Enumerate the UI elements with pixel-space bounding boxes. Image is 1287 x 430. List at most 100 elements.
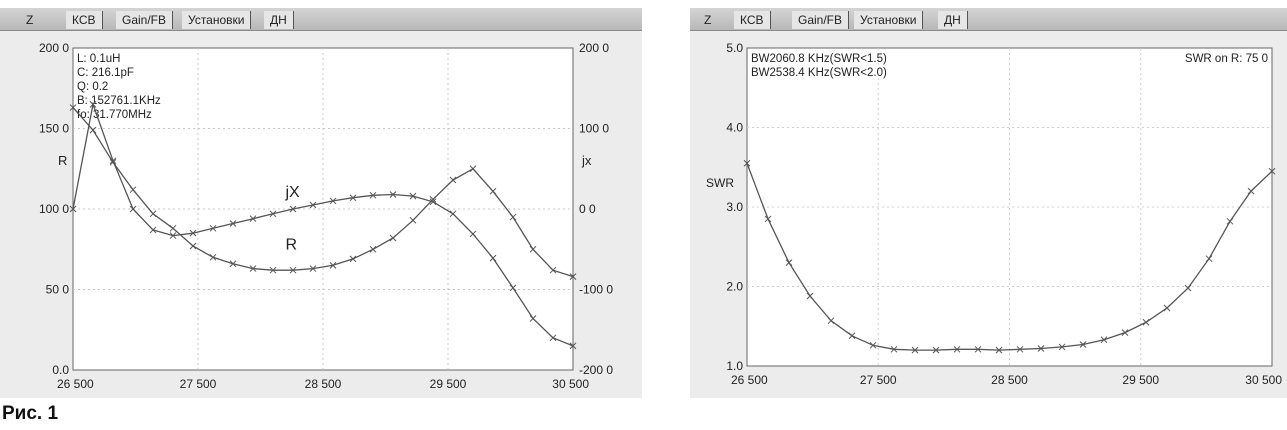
data-point-jx: [69, 205, 77, 213]
right-tab-z[interactable]: Z: [704, 13, 712, 27]
data-point-swr: [785, 259, 793, 267]
swr-reference-info: SWR on R: 75 0: [1185, 53, 1268, 65]
data-point-r: [289, 266, 297, 274]
data-point-swr: [1058, 343, 1066, 351]
data-point-swr: [974, 345, 982, 353]
y-tick-label: 1.0: [726, 359, 743, 373]
left-tab-settings[interactable]: Установки: [182, 11, 252, 29]
data-point-r: [89, 126, 97, 134]
curve-label-jx: jX: [285, 184, 301, 201]
right-tab-dn[interactable]: ДН: [938, 11, 968, 29]
left-tab-gain-fb[interactable]: Gain/FB: [116, 11, 174, 29]
data-point-r: [389, 234, 397, 242]
figure-caption: Рис. 1: [2, 403, 59, 424]
data-point-jx: [409, 192, 417, 200]
data-point-jx: [489, 254, 497, 262]
x-tick-label: 29 500: [1122, 373, 1159, 387]
data-point-r: [529, 245, 537, 253]
data-point-jx: [89, 100, 97, 108]
data-point-jx: [549, 334, 557, 342]
y-left-tick-label: 100 0: [39, 202, 69, 216]
data-point-jx: [369, 191, 377, 199]
info-line: B: 152761.1KHz: [77, 95, 161, 107]
data-point-swr: [1016, 345, 1024, 353]
data-point-r: [549, 266, 557, 274]
data-point-r: [309, 265, 317, 272]
data-point-r: [269, 266, 277, 274]
right-tab-gain-fb[interactable]: Gain/FB: [792, 11, 850, 29]
info-line: L: 0.1uH: [77, 53, 120, 65]
data-point-r: [149, 210, 157, 218]
data-point-r: [169, 224, 177, 232]
data-point-r: [129, 186, 137, 194]
data-point-swr: [911, 346, 919, 354]
y-axis-label: SWR: [706, 176, 734, 190]
curve-label-r: R: [286, 236, 298, 253]
x-tick-label: 26 500: [731, 373, 768, 387]
data-point-jx: [289, 205, 297, 213]
data-point-swr: [1184, 284, 1192, 292]
x-tick-label: 28 500: [991, 373, 1028, 387]
series-line-r: [72, 107, 574, 278]
data-point-swr: [764, 215, 772, 223]
data-point-r: [409, 216, 417, 224]
y-right-tick-label: 200 0: [579, 41, 609, 55]
data-point-swr: [1247, 187, 1255, 195]
data-point-r: [569, 273, 577, 280]
data-point-swr: [806, 292, 814, 300]
right-tab-ksv[interactable]: КСВ: [734, 11, 771, 29]
data-point-r: [69, 104, 77, 111]
left-tab-ksv[interactable]: КСВ: [66, 11, 103, 29]
data-point-swr: [890, 345, 898, 353]
data-point-r: [329, 261, 337, 269]
data-point-swr: [1100, 336, 1108, 344]
left-tab-z[interactable]: Z: [26, 13, 34, 27]
data-point-r: [509, 213, 517, 221]
data-point-jx: [389, 191, 397, 198]
bandwidth-info-line: BW2538.4 KHz(SWR<2.0): [751, 67, 887, 79]
y-right-tick-label: -200 0: [579, 363, 613, 377]
bandwidth-info-line: BW2060.8 KHz(SWR<1.5): [751, 53, 887, 65]
data-point-jx: [469, 230, 477, 238]
y-right-tick-label: 100 0: [579, 122, 609, 136]
left-tab-bar: Z КСВ Gain/FB Установки ДН: [0, 8, 642, 31]
data-point-jx: [509, 284, 517, 292]
data-point-swr: [1142, 318, 1150, 326]
info-line: C: 216.1pF: [77, 67, 134, 79]
x-tick-label: 28 500: [305, 377, 342, 391]
data-point-jx: [269, 210, 277, 218]
series-line-swr: [746, 163, 1273, 351]
data-point-jx: [349, 194, 357, 202]
y-tick-label: 3.0: [726, 200, 743, 214]
data-point-swr: [932, 346, 940, 354]
data-point-jx: [569, 342, 577, 350]
data-point-swr: [743, 159, 751, 167]
x-tick-label: 30 500: [552, 377, 589, 391]
data-point-swr: [1121, 329, 1129, 336]
data-point-jx: [169, 232, 177, 239]
x-tick-label: 30 500: [1245, 373, 1282, 387]
data-point-r: [209, 253, 217, 261]
x-tick-label: 26 500: [57, 377, 94, 391]
data-point-r: [489, 187, 497, 195]
data-point-r: [189, 242, 197, 250]
right-tab-bar: Z КСВ Gain/FB Установки ДН: [690, 8, 1287, 31]
data-point-swr: [1226, 217, 1234, 225]
x-tick-label: 29 500: [430, 377, 467, 391]
data-point-swr: [953, 345, 961, 353]
data-point-jx: [149, 226, 157, 234]
y-tick-label: 4.0: [726, 121, 743, 135]
y-left-tick-label: 50 0: [46, 283, 70, 297]
data-point-swr: [1037, 345, 1045, 352]
y-left-axis-label: R: [58, 153, 67, 168]
data-point-jx: [189, 229, 197, 237]
data-point-swr: [869, 341, 877, 349]
right-tab-settings[interactable]: Установки: [854, 11, 924, 29]
data-point-swr: [1163, 304, 1171, 312]
data-point-jx: [109, 157, 117, 165]
x-tick-label: 27 500: [860, 373, 897, 387]
data-point-r: [229, 260, 237, 268]
data-point-r: [349, 255, 357, 263]
y-left-tick-label: 200 0: [39, 41, 69, 55]
left-tab-dn[interactable]: ДН: [264, 11, 294, 29]
